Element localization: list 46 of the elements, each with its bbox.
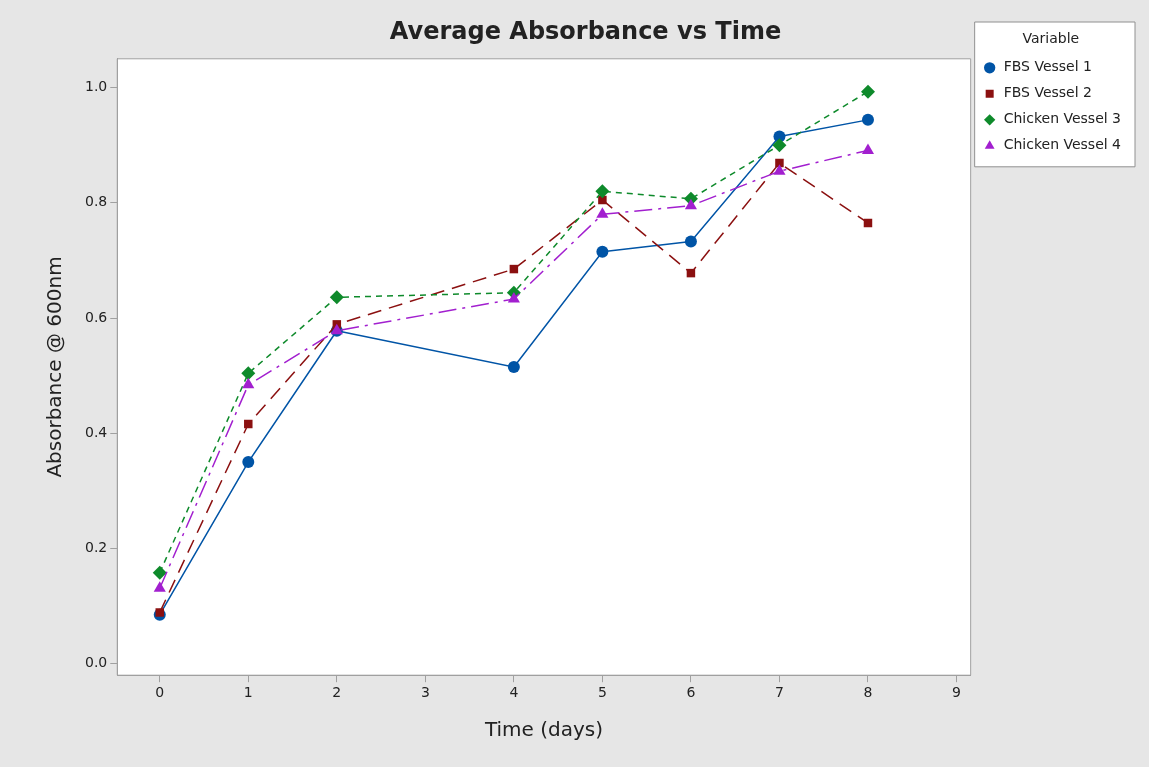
point [329,290,344,305]
point [773,164,786,175]
point [596,245,609,258]
legend-label: Chicken Vessel 3 [1003,110,1122,127]
x-tick-label: 8 [863,684,873,701]
point [684,235,697,248]
legend-label: Chicken Vessel 4 [1003,136,1122,153]
point [775,158,784,168]
y-tick-label: 0.0 [85,654,108,671]
x-tick-label: 7 [774,684,784,701]
point [242,456,255,469]
point [152,565,167,580]
y-tick-label: 0.8 [85,193,108,210]
x-tick-label: 1 [243,684,253,701]
x-tick-label: 0 [155,684,165,701]
point [861,113,874,126]
legend-label: FBS Vessel 1 [1003,58,1092,75]
x-tick-label: 6 [686,684,696,701]
point [507,361,520,373]
x-tick-label: 4 [509,684,519,701]
legend-label: FBS Vessel 2 [1003,84,1092,101]
point [241,366,256,381]
point [772,138,787,153]
y-axis-title: Absorbance @ 600nm [42,256,67,478]
chart-title: Average Absorbance vs Time [389,16,782,45]
point [507,292,520,303]
point [153,581,166,592]
point [244,419,253,429]
y-tick-label: 1.0 [85,78,108,95]
point [598,195,607,205]
x-tick-label: 3 [420,684,430,701]
point [861,143,875,154]
y-tick-label: 0.6 [85,308,108,325]
x-axis-title: Time (days) [483,717,604,742]
point [684,198,697,210]
x-tick-label: 2 [332,684,342,701]
x-tick-label: 9 [952,684,961,701]
point [596,207,609,218]
y-tick-label: 0.2 [85,539,108,556]
legend-title: Variable [1022,29,1080,46]
x-tick-label: 5 [597,684,607,701]
point [860,84,875,99]
y-tick-label: 0.4 [85,423,108,440]
point [595,184,610,199]
point [242,377,255,389]
point [155,608,164,617]
